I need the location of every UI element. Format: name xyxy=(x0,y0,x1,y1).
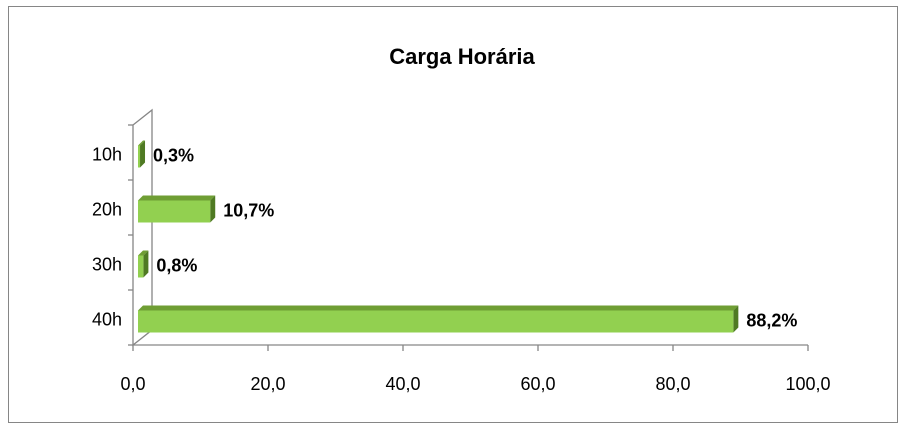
data-label: 0,8% xyxy=(156,255,197,275)
bar-face xyxy=(138,195,216,201)
bar-face xyxy=(138,255,144,278)
bar-face xyxy=(143,250,149,278)
bar xyxy=(138,305,739,333)
data-label: 0,3% xyxy=(153,145,194,165)
bar xyxy=(138,140,146,168)
bar-face xyxy=(210,195,216,223)
y-tick-label: 40h xyxy=(92,309,122,329)
x-tick-label: 60,0 xyxy=(520,374,555,394)
bar xyxy=(138,250,149,278)
bar-face xyxy=(138,310,734,333)
data-label: 10,7% xyxy=(223,200,274,220)
bar xyxy=(138,195,216,223)
bar-face xyxy=(138,250,149,256)
bar-face xyxy=(138,145,141,168)
bar-face xyxy=(138,200,211,223)
bar-face xyxy=(138,305,739,311)
bar-face xyxy=(138,140,146,146)
x-tick-label: 100,0 xyxy=(785,374,830,394)
bar-face xyxy=(140,140,146,168)
bar-face xyxy=(733,305,739,333)
x-tick-label: 40,0 xyxy=(385,374,420,394)
x-tick-label: 20,0 xyxy=(250,374,285,394)
x-tick-label: 0,0 xyxy=(120,374,145,394)
y-tick-label: 20h xyxy=(92,199,122,219)
x-tick-label: 80,0 xyxy=(655,374,690,394)
data-label: 88,2% xyxy=(746,310,797,330)
y-tick-label: 10h xyxy=(92,144,122,164)
y-tick-label: 30h xyxy=(92,254,122,274)
chart-title: Carga Horária xyxy=(389,44,535,69)
